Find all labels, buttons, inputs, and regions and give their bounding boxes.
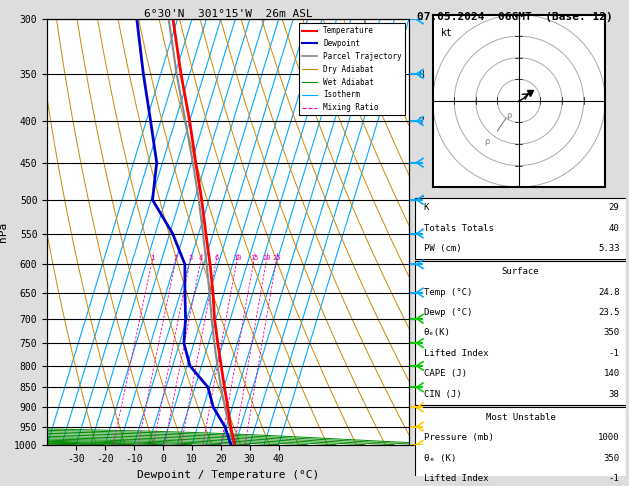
Text: 350: 350 — [603, 453, 620, 463]
Text: 1: 1 — [150, 255, 155, 261]
Text: θₑ (K): θₑ (K) — [423, 453, 456, 463]
Text: 29: 29 — [609, 204, 620, 212]
Text: Temp (°C): Temp (°C) — [423, 288, 472, 296]
Text: 24.8: 24.8 — [598, 288, 620, 296]
Text: θₑ(K): θₑ(K) — [423, 329, 450, 337]
X-axis label: Dewpoint / Temperature (°C): Dewpoint / Temperature (°C) — [137, 470, 319, 480]
Text: -1: -1 — [609, 474, 620, 483]
Text: Pressure (mb): Pressure (mb) — [423, 433, 493, 442]
Text: 6: 6 — [214, 255, 219, 261]
Bar — [415, 261, 626, 405]
Text: K: K — [423, 204, 429, 212]
Text: 40: 40 — [609, 224, 620, 233]
Text: 3: 3 — [189, 255, 192, 261]
Text: ρ: ρ — [506, 111, 511, 120]
Text: Lifted Index: Lifted Index — [423, 349, 488, 358]
Text: 2: 2 — [174, 255, 178, 261]
Text: 23.5: 23.5 — [598, 308, 620, 317]
Text: CIN (J): CIN (J) — [423, 390, 461, 399]
Bar — [415, 198, 626, 259]
Y-axis label: km
ASL: km ASL — [448, 232, 466, 254]
Text: Surface: Surface — [502, 267, 539, 276]
Text: 20: 20 — [262, 255, 271, 261]
Text: 5.33: 5.33 — [598, 244, 620, 253]
Text: 350: 350 — [603, 329, 620, 337]
Bar — [415, 407, 626, 486]
Y-axis label: hPa: hPa — [0, 222, 8, 242]
Text: 1000: 1000 — [598, 433, 620, 442]
Text: 140: 140 — [603, 369, 620, 379]
Text: CAPE (J): CAPE (J) — [423, 369, 467, 379]
Text: Lifted Index: Lifted Index — [423, 474, 488, 483]
Title: 6°30'N  301°15'W  26m ASL: 6°30'N 301°15'W 26m ASL — [143, 9, 313, 18]
Text: PW (cm): PW (cm) — [423, 244, 461, 253]
Text: Most Unstable: Most Unstable — [486, 413, 555, 422]
Text: 15: 15 — [250, 255, 259, 261]
Text: 38: 38 — [609, 390, 620, 399]
Text: ρ: ρ — [484, 137, 490, 146]
Text: 07.05.2024  06GMT  (Base: 12): 07.05.2024 06GMT (Base: 12) — [417, 12, 613, 22]
Text: Totals Totals: Totals Totals — [423, 224, 493, 233]
Text: -1: -1 — [609, 349, 620, 358]
Text: kt: kt — [442, 28, 453, 37]
Text: 25: 25 — [272, 255, 281, 261]
Text: Dewp (°C): Dewp (°C) — [423, 308, 472, 317]
Text: 4: 4 — [199, 255, 203, 261]
Legend: Temperature, Dewpoint, Parcel Trajectory, Dry Adiabat, Wet Adiabat, Isotherm, Mi: Temperature, Dewpoint, Parcel Trajectory… — [299, 23, 405, 115]
Text: 10: 10 — [233, 255, 242, 261]
